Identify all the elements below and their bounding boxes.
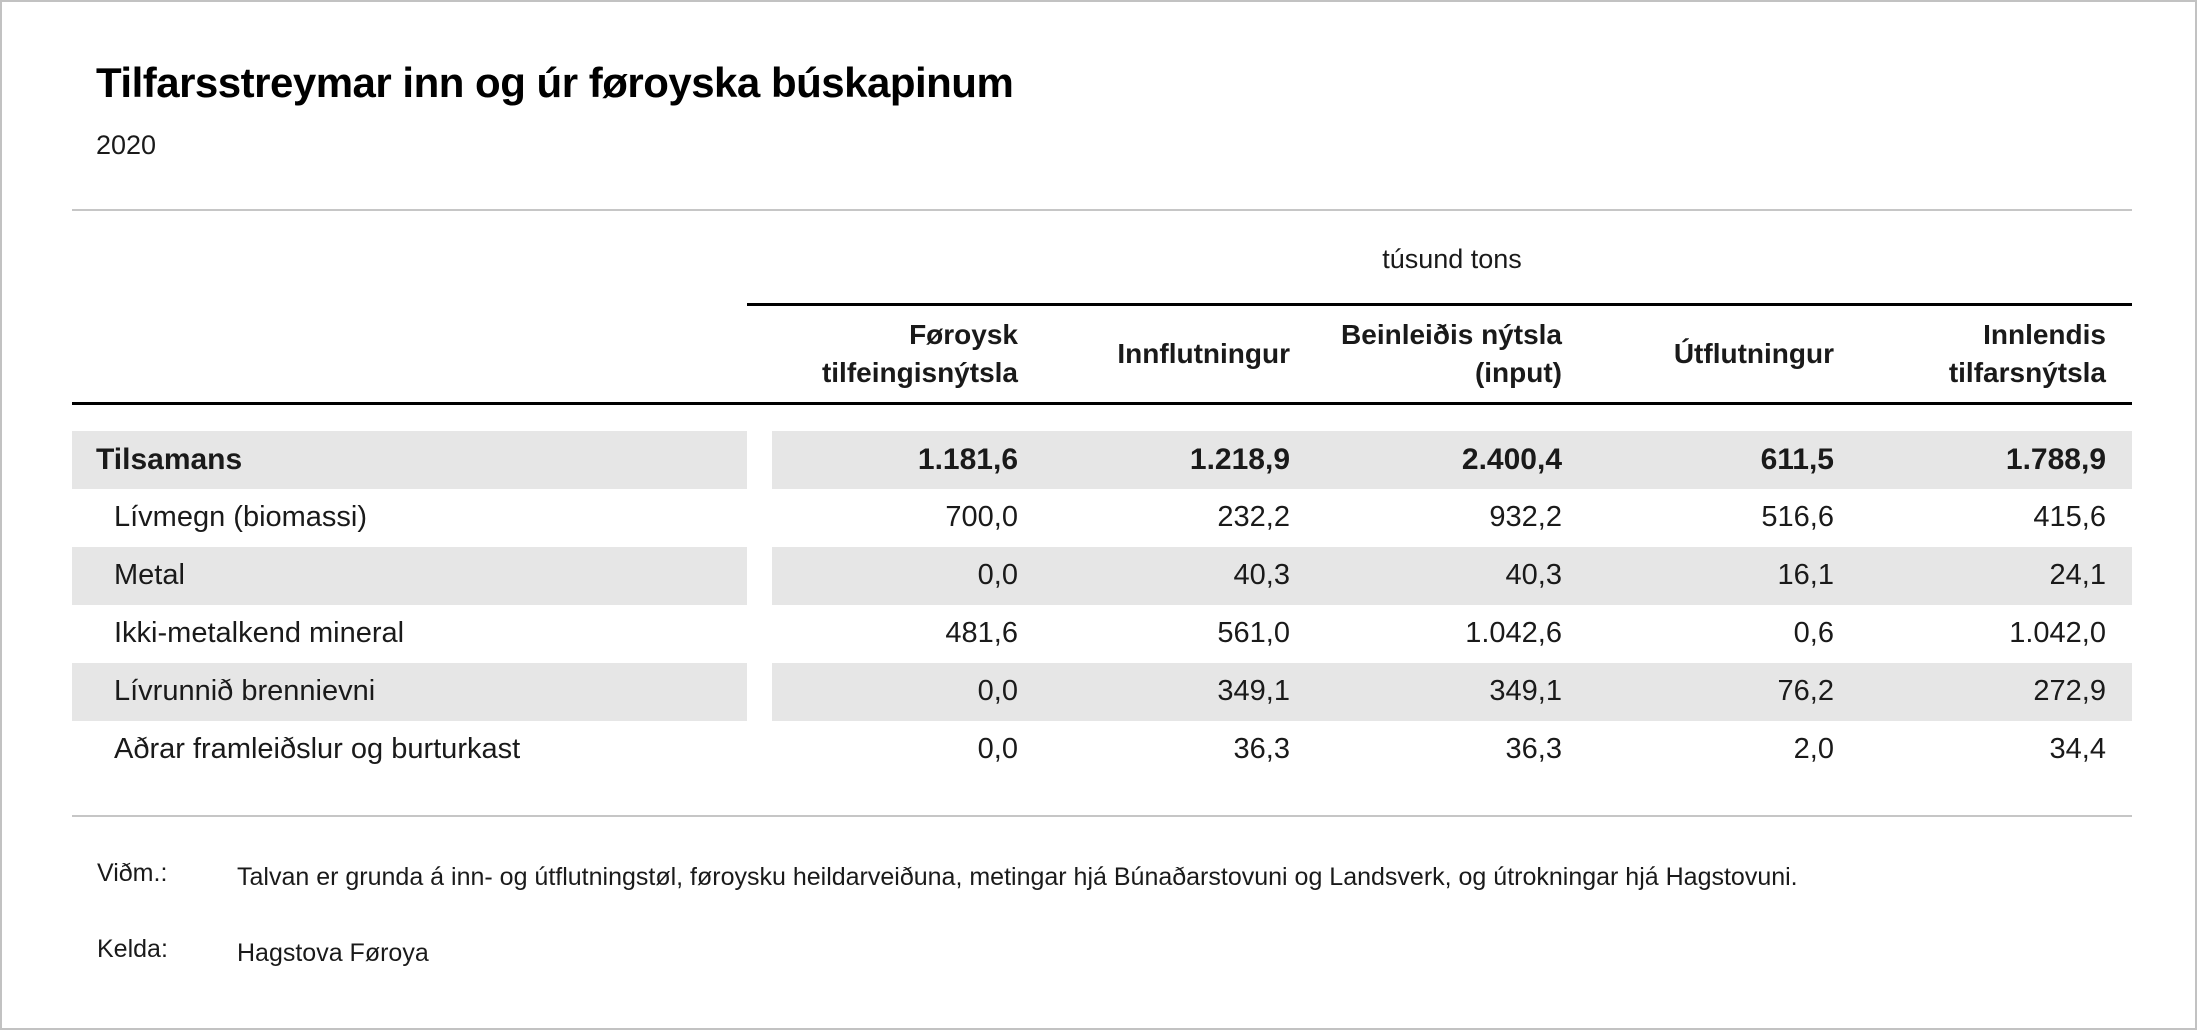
top-divider <box>72 208 2132 211</box>
cell-value: 0,0 <box>772 662 1044 721</box>
cell-value: 40,3 <box>1044 546 1316 605</box>
cell-value: 16,1 <box>1588 546 1860 605</box>
table-row-tilsamans: Tilsamans 1.181,6 1.218,9 2.400,4 611,5 … <box>72 430 2132 489</box>
footnote-text: Talvan er grunda á inn- og útflutningstø… <box>237 862 1798 891</box>
cell-value: 0,0 <box>977 733 1018 766</box>
table-row-ikki-metalkend: Ikki-metalkend mineral 481,6 561,0 1.042… <box>72 605 2132 663</box>
unit-label: túsund tons <box>1382 243 1522 274</box>
table-body: Tilsamans 1.181,6 1.218,9 2.400,4 611,5 … <box>72 430 2132 779</box>
cell-value: 76,2 <box>1588 662 1860 721</box>
cell-value: 2,0 <box>1793 733 1834 766</box>
cell-value: 24,1 <box>1860 546 2132 605</box>
cell-value: 1.181,6 <box>772 430 1044 489</box>
cell-value: 932,2 <box>1489 501 1562 534</box>
cell-value: 349,1 <box>1316 662 1588 721</box>
page-title: Tilfarsstreymar inn og úr føroyska búska… <box>96 59 1014 106</box>
column-gap <box>747 431 772 489</box>
cell-value: 34,4 <box>2049 733 2106 766</box>
cell-value: 415,6 <box>2033 501 2106 534</box>
table-row-metal: Metal 0,0 40,3 40,3 16,1 24,1 <box>72 546 2132 605</box>
column-gap <box>747 547 772 605</box>
source-text: Hagstova Føroya <box>237 938 429 967</box>
unit-row: túsund tons <box>72 239 2132 279</box>
source-row: Kelda: Hagstova Føroya <box>72 935 2132 971</box>
column-header-utflutningur: Útflutningur <box>1673 337 1834 369</box>
footnote-row: Viðm.: Talvan er grunda á inn- og útflut… <box>72 859 2132 895</box>
header-bottom-border <box>72 401 2132 405</box>
cell-value: 561,0 <box>1217 617 1290 650</box>
cell-value: 1.042,0 <box>2009 617 2106 650</box>
cell-value: 1.218,9 <box>1044 430 1316 489</box>
row-label: Tilsamans <box>72 430 747 489</box>
cell-value: 36,3 <box>1505 733 1562 766</box>
column-gap <box>747 663 772 721</box>
page-subtitle: 2020 <box>96 129 157 160</box>
column-gap <box>747 489 772 547</box>
cell-value: 349,1 <box>1044 662 1316 721</box>
cell-value: 516,6 <box>1761 501 1834 534</box>
cell-value: 272,9 <box>1860 662 2132 721</box>
row-label: Metal <box>72 546 747 605</box>
cell-value: 36,3 <box>1233 733 1290 766</box>
table-header-row: Føroysk tilfeingisnýtsla Innflutningur B… <box>72 306 2132 402</box>
cell-value: 0,6 <box>1793 617 1834 650</box>
column-header-innlendis-tilfarsnytsla: Innlendis tilfarsnýtsla <box>1948 318 2106 388</box>
table-row-livmegn: Lívmegn (biomassi) 700,0 232,2 932,2 516… <box>72 489 2132 547</box>
table-row-adrar: Aðrar framleiðslur og burturkast 0,0 36,… <box>72 721 2132 779</box>
header-top-border-row <box>72 302 2132 306</box>
row-label: Aðrar framleiðslur og burturkast <box>114 733 521 766</box>
cell-value: 232,2 <box>1217 501 1290 534</box>
row-label: Ikki-metalkend mineral <box>114 617 405 650</box>
source-label: Kelda: <box>97 934 168 963</box>
row-label: Lívrunnið brennievni <box>72 662 747 721</box>
cell-value: 40,3 <box>1316 546 1588 605</box>
cell-value: 481,6 <box>945 617 1018 650</box>
footnote-label: Viðm.: <box>97 858 168 887</box>
header-top-border <box>747 302 2132 306</box>
page-content: Tilfarsstreymar inn og úr føroyska búska… <box>72 54 2132 971</box>
bottom-divider <box>72 814 2132 817</box>
column-header-innflutningur: Innflutningur <box>1117 337 1290 369</box>
column-gap <box>747 721 772 779</box>
cell-value: 1.788,9 <box>1860 430 2132 489</box>
column-header-foroysk-tilfeingisnytsla: Føroysk tilfeingisnýtsla <box>821 318 1018 388</box>
column-header-beinleidis-nytsla: Beinleiðis nýtsla (input) <box>1341 318 1562 388</box>
row-label: Lívmegn (biomassi) <box>114 501 368 534</box>
table-row-livrunnid: Lívrunnið brennievni 0,0 349,1 349,1 76,… <box>72 662 2132 721</box>
cell-value: 2.400,4 <box>1316 430 1588 489</box>
cell-value: 1.042,6 <box>1465 617 1562 650</box>
column-gap <box>747 605 772 663</box>
cell-value: 611,5 <box>1588 430 1860 489</box>
cell-value: 700,0 <box>945 501 1018 534</box>
cell-value: 0,0 <box>772 546 1044 605</box>
